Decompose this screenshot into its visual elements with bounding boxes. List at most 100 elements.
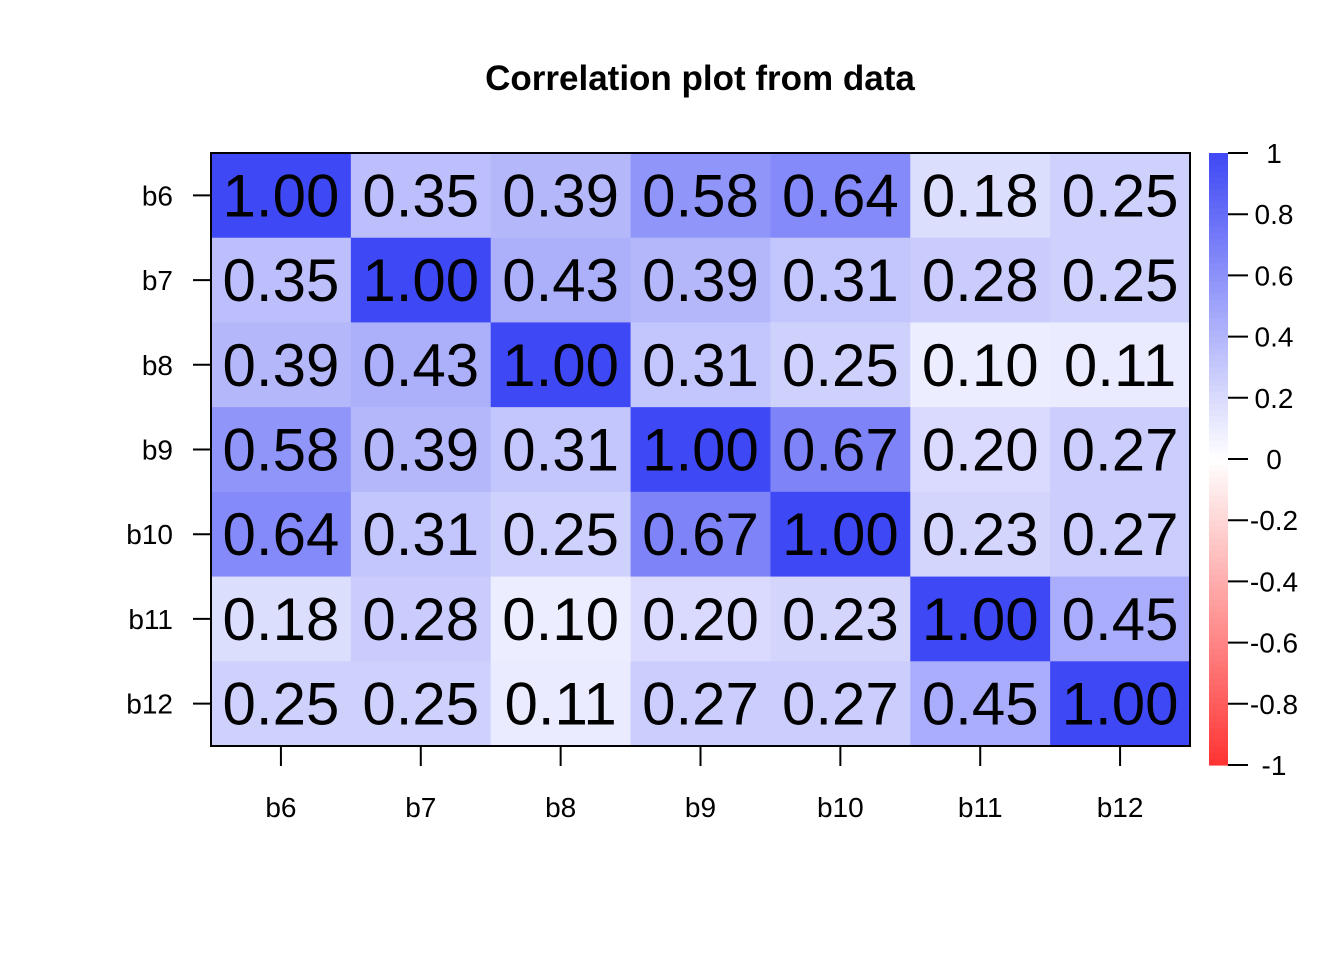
legend-color-step xyxy=(1209,232,1228,240)
cell-value-label: 0.10 xyxy=(502,586,619,653)
legend-color-step xyxy=(1209,746,1228,754)
legend-color-step xyxy=(1209,397,1228,405)
legend-tick-label: 0 xyxy=(1266,444,1282,475)
legend-color-step xyxy=(1209,459,1228,466)
heatmap-cell xyxy=(350,153,492,239)
legend-color-step xyxy=(1209,226,1228,234)
heatmap-cell xyxy=(630,153,771,239)
legend-color-step xyxy=(1209,385,1228,393)
heatmap-cell xyxy=(1050,237,1191,323)
heatmap-cell xyxy=(1050,661,1191,747)
heatmap-cell xyxy=(1050,491,1191,578)
cell-value-label: 0.39 xyxy=(642,247,759,314)
heatmap-cell xyxy=(211,491,352,578)
heatmap-cell xyxy=(630,491,771,578)
legend-color-step xyxy=(1209,556,1228,564)
cell-value-label: 1.00 xyxy=(922,586,1039,653)
heatmap-cell xyxy=(350,661,492,747)
legend-tick-label: -0.8 xyxy=(1250,689,1298,720)
heatmap-cell xyxy=(490,407,632,493)
legend-tick-label: 0.6 xyxy=(1255,260,1294,291)
legend-color-step xyxy=(1209,177,1228,185)
legend-color-step xyxy=(1209,452,1228,460)
heatmap-cell xyxy=(910,153,1051,239)
legend-color-step xyxy=(1209,379,1228,387)
x-tick-label: b8 xyxy=(545,792,576,823)
cell-value-label: 0.28 xyxy=(362,586,479,653)
x-tick-label: b6 xyxy=(265,792,296,823)
legend-color-step xyxy=(1209,336,1228,344)
legend-color-step xyxy=(1209,520,1228,527)
chart-title: Correlation plot from data xyxy=(485,59,915,98)
legend-color-step xyxy=(1209,612,1228,619)
cell-value-label: 0.25 xyxy=(782,332,899,399)
legend-color-step xyxy=(1209,716,1228,723)
cell-value-label: 0.45 xyxy=(1062,586,1179,653)
legend-color-step xyxy=(1209,667,1228,674)
y-tick-label: b7 xyxy=(142,265,173,296)
heatmap-cell xyxy=(630,576,771,662)
cell-value-label: 0.27 xyxy=(1062,501,1179,568)
cell-value-label: 0.31 xyxy=(782,247,899,314)
legend-color-step xyxy=(1209,728,1228,735)
legend-color-step xyxy=(1209,293,1228,301)
cell-value-label: 1.00 xyxy=(642,417,759,484)
cell-value-label: 0.58 xyxy=(223,417,340,484)
legend-color-step xyxy=(1209,538,1228,546)
legend-color-step xyxy=(1209,214,1228,221)
heatmap-cell xyxy=(350,237,492,323)
legend-color-step xyxy=(1209,257,1228,264)
legend-color-step xyxy=(1209,238,1228,246)
legend-color-step xyxy=(1209,648,1228,656)
x-tick-label: b10 xyxy=(817,792,864,823)
heatmap-cell xyxy=(770,576,911,662)
heatmap-cell xyxy=(490,491,632,578)
heatmap-cell xyxy=(350,491,492,578)
legend-color-step xyxy=(1209,550,1228,558)
y-tick-label: b11 xyxy=(128,604,173,635)
legend-color-step xyxy=(1209,703,1228,711)
legend-color-step xyxy=(1209,422,1228,429)
heatmap-cell xyxy=(211,237,352,323)
heatmap-cell xyxy=(770,153,911,239)
cell-value-label: 1.00 xyxy=(362,247,479,314)
legend-color-step xyxy=(1209,489,1228,497)
cell-value-label: 0.25 xyxy=(1062,162,1179,229)
legend-color-step xyxy=(1209,605,1228,613)
cell-value-label: 0.11 xyxy=(504,671,616,738)
legend-color-step xyxy=(1209,471,1228,478)
legend-color-step xyxy=(1209,348,1228,356)
heatmap-cells xyxy=(211,153,1191,747)
heatmap-value-labels: 1.00 0.35 0.39 0.58 0.64 0.18 0.25 0.35 1.00 0.43… xyxy=(223,162,1179,737)
x-tick-label: b7 xyxy=(405,792,436,823)
legend-color-step xyxy=(1209,403,1228,411)
legend-color-step xyxy=(1209,673,1228,680)
y-tick-label: b9 xyxy=(142,435,173,466)
legend-color-step xyxy=(1209,183,1228,191)
legend-color-step xyxy=(1209,440,1228,448)
legend-color-step xyxy=(1209,410,1228,417)
heatmap-cell xyxy=(1050,576,1191,662)
legend-color-step xyxy=(1209,618,1228,625)
cell-value-label: 0.31 xyxy=(502,417,619,484)
legend-color-step xyxy=(1209,299,1228,307)
legend-color-step xyxy=(1209,624,1228,631)
legend-color-step xyxy=(1209,318,1228,325)
legend-tick-label: 0.8 xyxy=(1255,199,1294,230)
legend-color-step xyxy=(1209,159,1228,166)
heatmap-cell xyxy=(910,237,1051,323)
heatmap-cell xyxy=(490,153,632,239)
cell-value-label: 0.18 xyxy=(922,162,1039,229)
legend-color-step xyxy=(1209,544,1228,552)
legend-color-step xyxy=(1209,507,1228,515)
heatmap-cell xyxy=(490,661,632,747)
heatmap-cell xyxy=(770,407,911,493)
cell-value-label: 0.20 xyxy=(922,417,1039,484)
heatmap-cell xyxy=(910,407,1051,493)
heatmap-cell xyxy=(1050,153,1191,239)
legend-color-step xyxy=(1209,208,1228,215)
legend-color-step xyxy=(1209,630,1228,638)
legend-color-step xyxy=(1209,195,1228,203)
legend-tick-label: 1 xyxy=(1266,138,1282,169)
cell-value-label: 0.11 xyxy=(1064,332,1176,399)
